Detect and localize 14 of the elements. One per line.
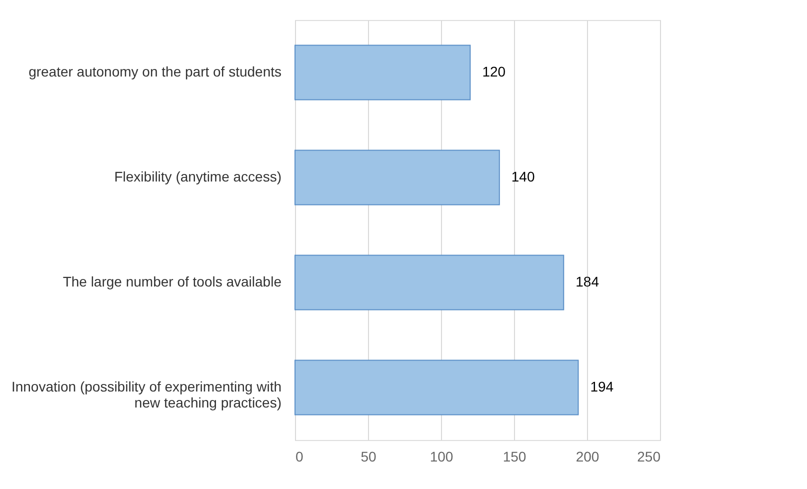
x-tick-label: 150	[502, 448, 526, 464]
x-tick-label: 250	[637, 448, 661, 464]
x-tick-label: 100	[430, 448, 454, 464]
x-tick-label: 50	[360, 448, 376, 464]
x-tick-label: 200	[576, 448, 600, 464]
data-label: 194	[590, 378, 614, 394]
data-label: 120	[482, 64, 506, 80]
x-tick-label: 0	[296, 448, 304, 464]
y-tick-label: Innovation (possibility of experimenting with new teaching practices)	[11, 378, 282, 410]
y-tick-label: greater autonomy on the part of students	[28, 64, 282, 80]
data-label: 140	[511, 168, 535, 184]
y-tick-label: The large number of tools available	[62, 274, 282, 290]
data-label: 184	[576, 274, 600, 290]
y-tick-label: Flexibility (anytime access)	[114, 168, 282, 184]
